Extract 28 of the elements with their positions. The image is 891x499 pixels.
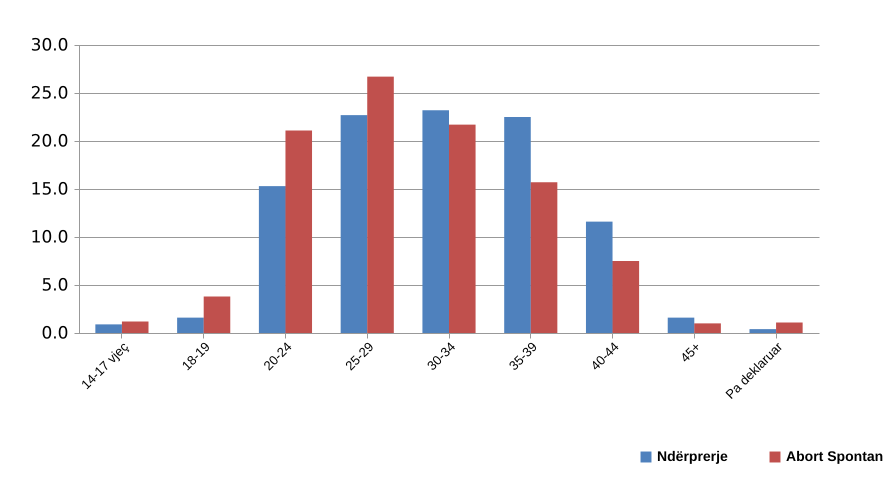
bar — [776, 322, 803, 333]
bar — [367, 76, 394, 333]
bar — [204, 296, 230, 333]
bar — [285, 130, 312, 333]
legend-label: Abort Spontan — [786, 448, 884, 464]
bar — [340, 115, 368, 333]
bar — [177, 318, 204, 333]
y-tick-label: 20.0 — [30, 132, 68, 152]
y-tick-label: 25.0 — [30, 84, 68, 104]
x-tick-label: 45+ — [677, 339, 704, 366]
bar — [95, 324, 122, 333]
y-tick-label: 15.0 — [30, 180, 68, 200]
legend-label: Ndërprerje — [657, 448, 728, 464]
bar — [668, 318, 694, 333]
y-tick-label: 30.0 — [30, 36, 68, 56]
bar — [694, 323, 721, 333]
bar — [258, 186, 286, 333]
bar — [586, 222, 613, 333]
y-tick-label: 5.0 — [41, 276, 68, 296]
bar — [749, 329, 776, 333]
bar — [530, 182, 558, 333]
bar — [422, 110, 449, 333]
y-tick-label: 0.0 — [41, 324, 68, 344]
bar — [612, 261, 640, 333]
bar — [504, 117, 531, 333]
y-tick-label: 10.0 — [30, 228, 68, 248]
bar — [122, 321, 149, 333]
bar — [449, 124, 476, 333]
